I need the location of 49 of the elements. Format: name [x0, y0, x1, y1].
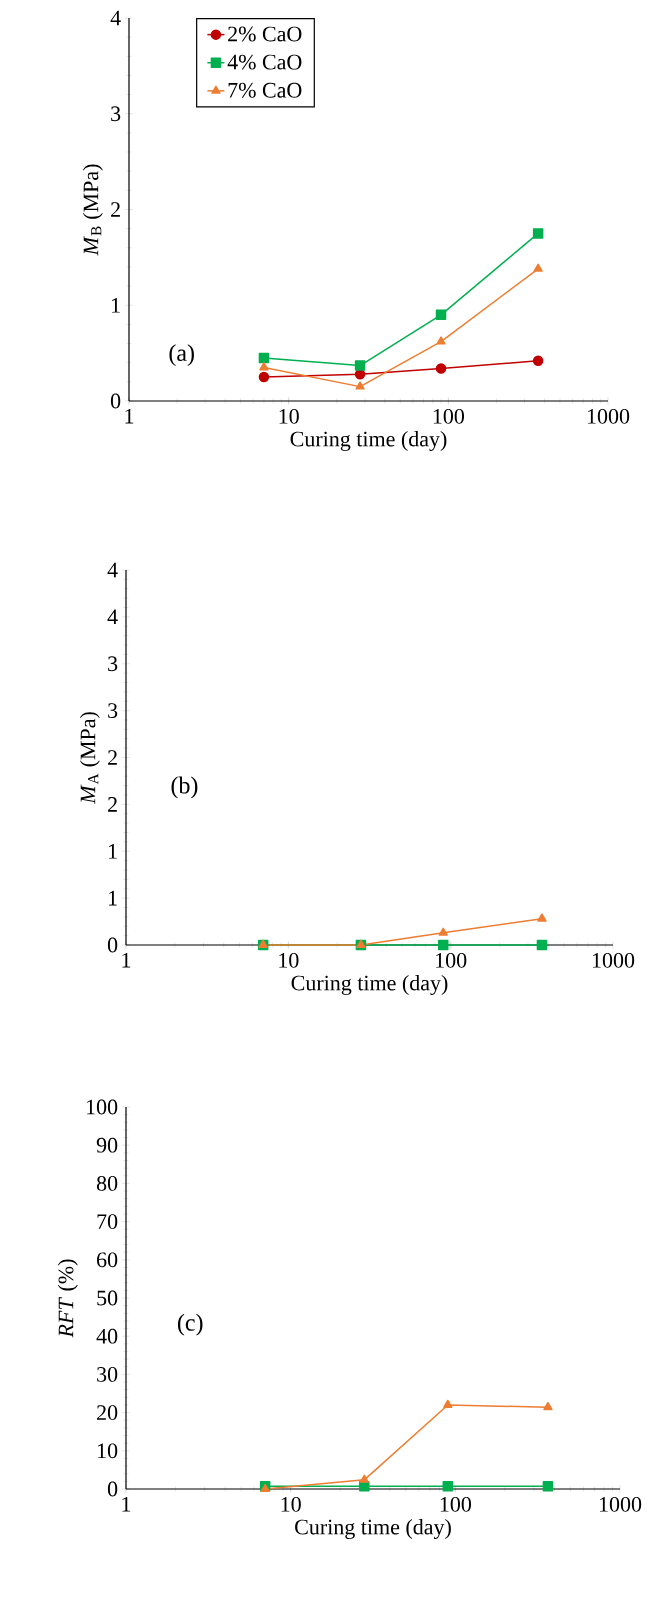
- y-tick-label: 0: [110, 393, 121, 409]
- y-tick-label: 1: [109, 890, 117, 906]
- y-tick-label: 30: [97, 1366, 118, 1382]
- x-axis-title: Curing time (day): [295, 1519, 451, 1540]
- y-tick-label: 80: [96, 1175, 118, 1191]
- x-tick-label: 100: [433, 408, 464, 424]
- y-axis-title: M$_{B}$ (MPa): [82, 164, 103, 256]
- x-axis-title: Curing time (day): [290, 430, 447, 452]
- y-tick-label: 10: [98, 1443, 118, 1459]
- x-tick-label: 1: [125, 408, 134, 424]
- y-tick-label: 70: [97, 1214, 118, 1230]
- y-tick-label: 0: [107, 937, 118, 953]
- annotation: (b): [171, 776, 198, 799]
- y-tick-label: 100: [87, 1099, 118, 1115]
- y-tick-label: 2: [108, 750, 117, 765]
- y-tick-label: 4: [110, 10, 121, 26]
- annotation: (a): [169, 344, 194, 366]
- x-tick-label: 10: [279, 408, 299, 424]
- y-tick-label: 1: [109, 843, 117, 859]
- y-tick-label: 2: [111, 202, 120, 217]
- y-tick-label: 60: [97, 1252, 118, 1268]
- x-tick-label: 1: [122, 1496, 131, 1512]
- y-tick-label: 4: [107, 562, 118, 578]
- y-axis-title: M$_{A}$ (MPa): [79, 712, 100, 805]
- y-tick-label: 3: [108, 703, 118, 719]
- y-axis-title: RFT (%): [57, 1259, 78, 1338]
- x-tick-label: 10: [279, 952, 299, 968]
- x-tick-label: 1: [122, 952, 131, 968]
- x-tick-label: 1000: [587, 408, 630, 424]
- y-tick-label: 4: [107, 609, 118, 625]
- legend-label: 4% CaO: [227, 54, 302, 70]
- annotation: (c): [177, 1313, 203, 1336]
- y-tick-label: 20: [97, 1405, 118, 1421]
- y-tick-label: 3: [108, 656, 118, 672]
- x-tick-label: 10: [281, 1496, 301, 1512]
- y-tick-label: 1: [112, 297, 120, 313]
- x-tick-label: 100: [440, 1496, 471, 1512]
- legend-label: 7% CaO: [228, 82, 302, 98]
- y-tick-label: 90: [96, 1137, 118, 1153]
- y-tick-label: 0: [107, 1481, 118, 1497]
- y-tick-label: 40: [96, 1328, 118, 1344]
- y-tick-label: 2: [108, 797, 117, 812]
- x-axis-title: Curing time (day): [291, 975, 448, 996]
- x-tick-label: 1000: [599, 1496, 642, 1512]
- x-tick-label: 1000: [592, 952, 635, 968]
- x-tick-label: 100: [436, 952, 467, 968]
- legend-label: 2% CaO: [228, 26, 302, 42]
- y-tick-label: 50: [97, 1290, 118, 1306]
- y-tick-label: 3: [111, 106, 121, 122]
